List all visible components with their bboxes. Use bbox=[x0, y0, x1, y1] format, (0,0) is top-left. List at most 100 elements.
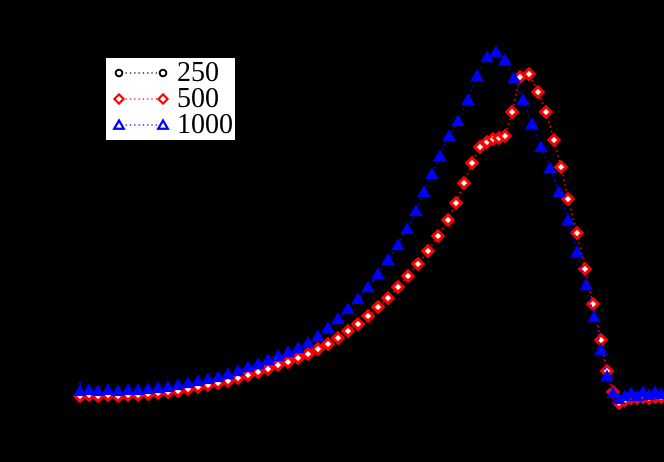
diamond-icon bbox=[448, 195, 464, 211]
diamond-icon bbox=[553, 159, 569, 175]
triangle-icon bbox=[507, 71, 521, 84]
diamond-icon bbox=[230, 370, 246, 386]
triangle-icon bbox=[543, 161, 557, 174]
triangle-icon bbox=[594, 343, 608, 356]
legend-handle bbox=[112, 118, 170, 130]
triangle-icon bbox=[291, 341, 305, 354]
triangle-icon bbox=[433, 149, 447, 162]
diamond-icon bbox=[350, 316, 366, 332]
diamond-icon bbox=[569, 225, 585, 241]
diamond-icon bbox=[240, 367, 256, 383]
triangle-icon bbox=[516, 93, 530, 106]
legend-label: 1000 bbox=[177, 109, 233, 140]
diamond-icon bbox=[410, 256, 426, 272]
diamond-icon bbox=[530, 84, 546, 100]
triangle-icon bbox=[451, 114, 465, 127]
diamond-icon bbox=[521, 66, 537, 82]
triangle-icon bbox=[351, 292, 365, 305]
diamond-icon bbox=[538, 104, 554, 120]
diamond-icon bbox=[585, 296, 601, 312]
circle-icon bbox=[158, 68, 168, 78]
diamond-icon bbox=[270, 357, 286, 373]
diamond-icon bbox=[250, 364, 266, 380]
triangle-icon bbox=[391, 238, 405, 251]
triangle-icon bbox=[91, 384, 105, 397]
triangle-icon bbox=[201, 372, 215, 385]
triangle-icon bbox=[301, 336, 315, 349]
triangle-icon bbox=[151, 381, 165, 394]
triangle-icon bbox=[181, 376, 195, 389]
triangle-icon bbox=[121, 383, 135, 396]
triangle-icon bbox=[112, 118, 126, 130]
diamond-icon bbox=[430, 228, 446, 244]
triangle-icon bbox=[400, 222, 414, 235]
triangle-icon bbox=[101, 383, 115, 396]
triangle-icon bbox=[470, 69, 484, 82]
legend: 250 500 1000 bbox=[105, 57, 236, 141]
diamond-icon bbox=[330, 330, 346, 346]
legend-entry: 250 bbox=[112, 57, 231, 88]
triangle-icon bbox=[552, 185, 566, 198]
diamond-icon bbox=[290, 350, 306, 366]
triangle-icon bbox=[211, 370, 225, 383]
triangle-icon bbox=[442, 129, 456, 142]
legend-entry: 1000 bbox=[112, 109, 233, 140]
diamond-icon bbox=[560, 191, 576, 207]
triangle-icon bbox=[321, 321, 335, 334]
legend-handle bbox=[112, 92, 170, 106]
legend-label: 500 bbox=[177, 83, 219, 114]
diamond-icon bbox=[260, 361, 276, 377]
triangle-icon bbox=[111, 384, 125, 397]
triangle-icon bbox=[425, 167, 439, 180]
series-1000 bbox=[73, 45, 664, 405]
diamond-icon bbox=[390, 279, 406, 295]
triangle-icon bbox=[231, 364, 245, 377]
triangle-icon bbox=[73, 384, 87, 397]
triangle-icon bbox=[241, 360, 255, 373]
triangle-icon bbox=[579, 278, 593, 291]
triangle-icon bbox=[251, 357, 265, 370]
triangle-icon bbox=[361, 280, 375, 293]
triangle-icon bbox=[417, 185, 431, 198]
triangle-icon bbox=[371, 267, 385, 280]
diamond-icon bbox=[112, 92, 126, 106]
diamond-icon bbox=[420, 243, 436, 259]
triangle-icon bbox=[261, 353, 275, 366]
diamond-icon bbox=[577, 261, 593, 277]
diamond-icon bbox=[456, 175, 472, 191]
diamond-icon bbox=[370, 299, 386, 315]
diamond-icon bbox=[497, 128, 513, 144]
triangle-icon bbox=[131, 383, 145, 396]
diamond-icon bbox=[400, 268, 416, 284]
triangle-icon bbox=[570, 245, 584, 258]
triangle-icon bbox=[341, 302, 355, 315]
diamond-icon bbox=[340, 323, 356, 339]
triangle-icon bbox=[409, 204, 423, 217]
circle-icon bbox=[114, 68, 124, 78]
triangle-icon bbox=[271, 349, 285, 362]
diamond-icon bbox=[464, 155, 480, 171]
diamond-icon bbox=[310, 341, 326, 357]
triangle-icon bbox=[381, 253, 395, 266]
triangle-icon bbox=[311, 329, 325, 342]
triangle-icon bbox=[156, 118, 170, 130]
legend-label: 250 bbox=[177, 57, 219, 88]
triangle-icon bbox=[161, 380, 175, 393]
diamond-icon bbox=[220, 373, 236, 389]
triangle-icon bbox=[525, 117, 539, 130]
triangle-icon bbox=[331, 312, 345, 325]
triangle-icon bbox=[606, 386, 620, 399]
triangle-icon bbox=[171, 378, 185, 391]
triangle-icon bbox=[221, 367, 235, 380]
diamond-icon bbox=[380, 290, 396, 306]
triangle-icon bbox=[281, 345, 295, 358]
diamond-icon bbox=[300, 346, 316, 362]
triangle-icon bbox=[489, 45, 503, 58]
triangle-icon bbox=[561, 213, 575, 226]
triangle-icon bbox=[587, 310, 601, 323]
diamond-icon bbox=[504, 104, 520, 120]
triangle-icon bbox=[191, 374, 205, 387]
triangle-icon bbox=[534, 140, 548, 153]
